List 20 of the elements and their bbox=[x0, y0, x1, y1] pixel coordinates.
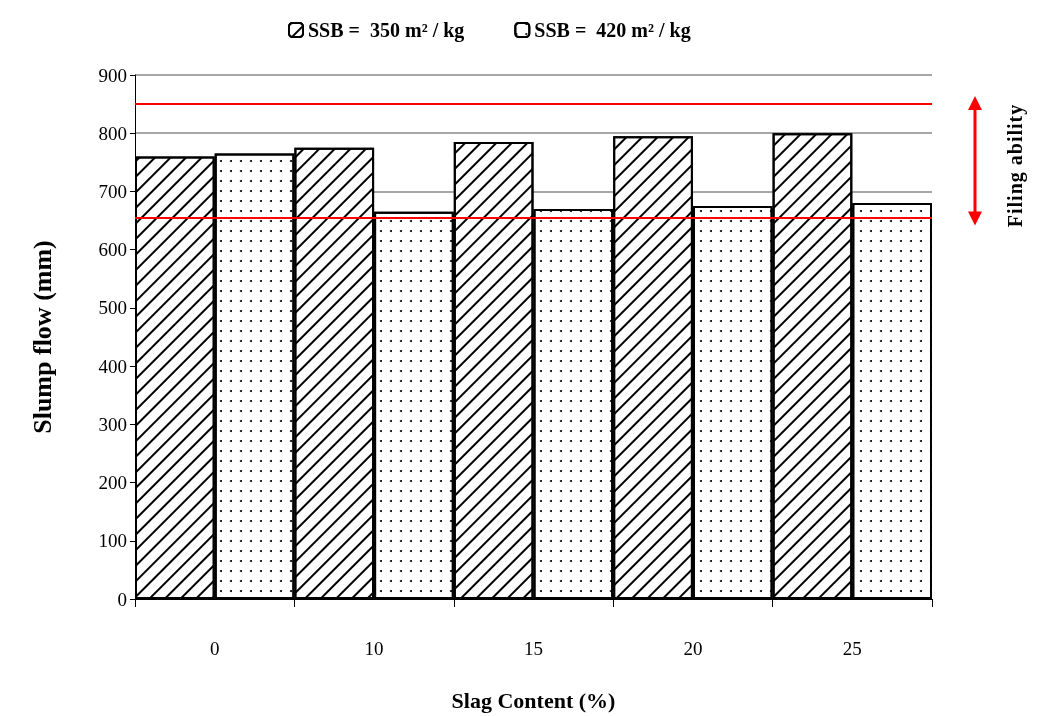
y-tick-label: 200 bbox=[98, 472, 127, 494]
x-tick-label: 15 bbox=[524, 638, 543, 659]
legend-label: SSB = 350 m² / kg bbox=[308, 19, 465, 42]
x-tick-label: 0 bbox=[209, 638, 220, 659]
x-tick-label: 25 bbox=[842, 638, 862, 659]
y-tick-label: 600 bbox=[98, 239, 127, 261]
y-tick-label: 100 bbox=[98, 530, 127, 552]
y-tick-label: 900 bbox=[98, 64, 127, 86]
y-tick-label: 800 bbox=[98, 122, 127, 144]
y-tick-label: 700 bbox=[98, 180, 127, 202]
text: Filing ability bbox=[1003, 103, 1027, 227]
x-tick-label: 20 bbox=[683, 638, 703, 659]
x-axis-title: Slag Content (%) bbox=[451, 687, 616, 713]
legend-label: SSB = 420 m² / kg bbox=[534, 19, 691, 42]
y-tick-label: 300 bbox=[98, 413, 127, 435]
y-tick-label: 400 bbox=[98, 355, 127, 377]
y-axis-title: Slump flow (mm) bbox=[27, 240, 57, 434]
y-tick-label: 500 bbox=[98, 297, 127, 319]
x-tick-label: 10 bbox=[364, 638, 384, 659]
y-tick-label: 0 bbox=[117, 588, 127, 610]
